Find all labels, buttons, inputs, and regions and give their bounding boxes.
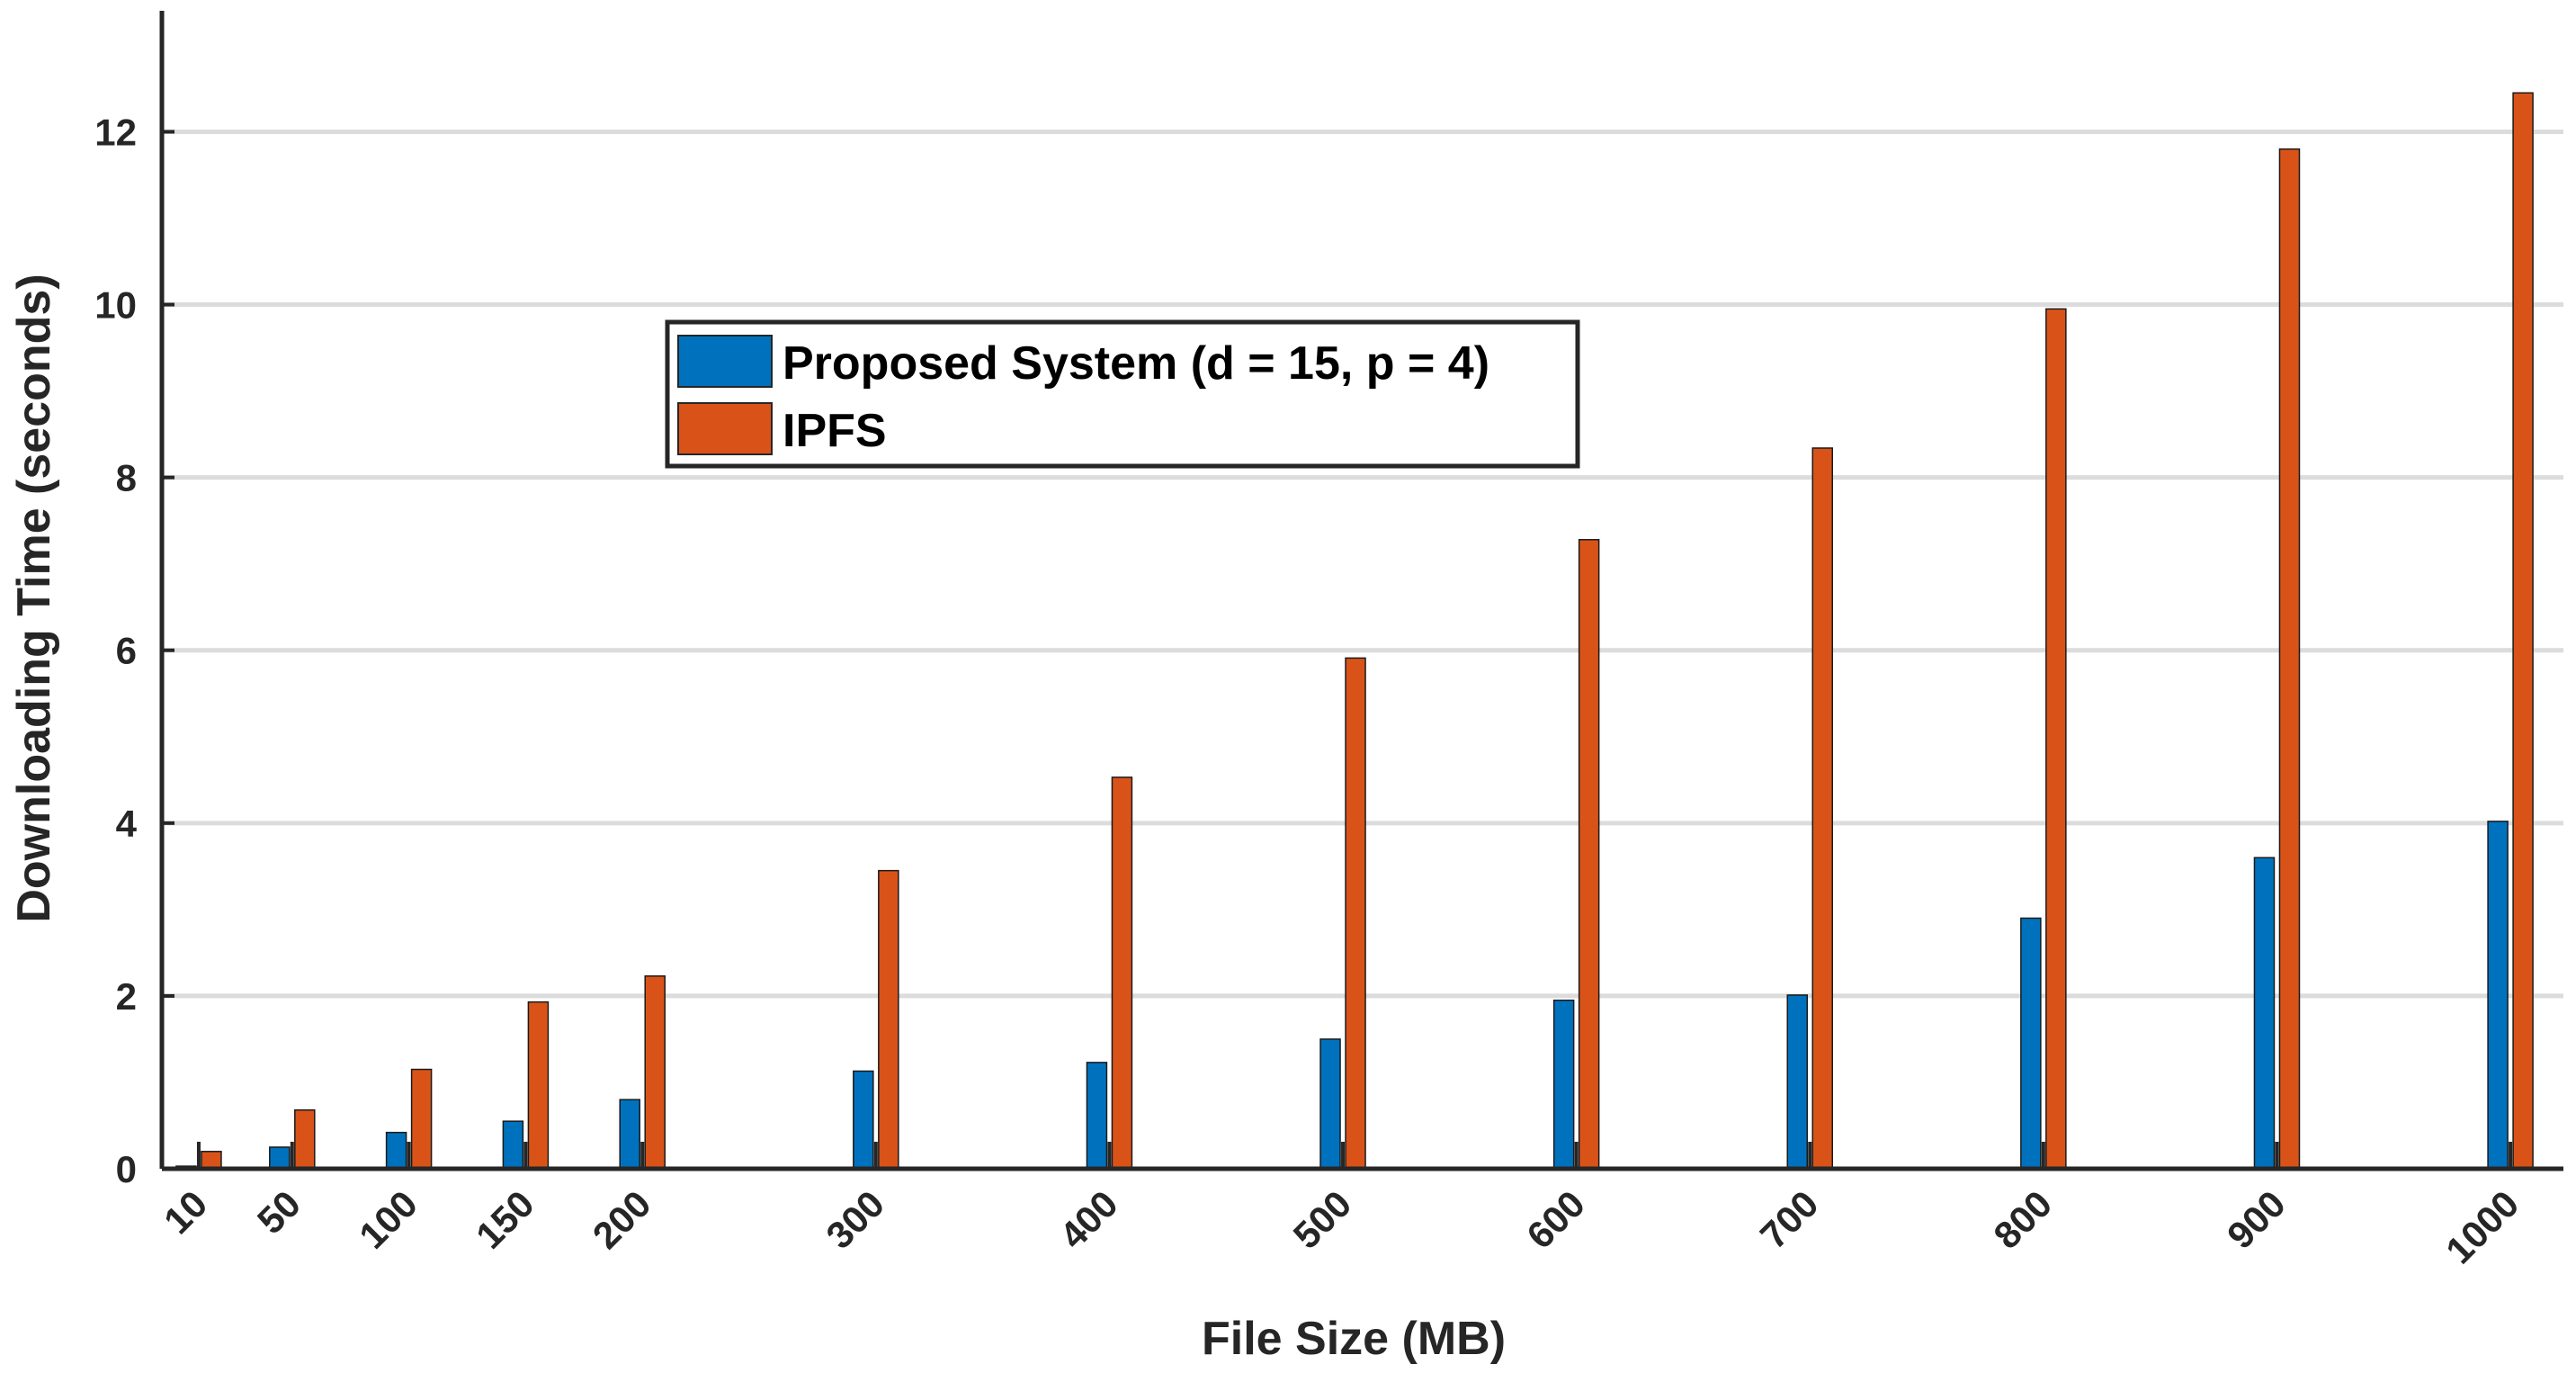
x-tick-label-900: 900 (2219, 1182, 2294, 1257)
bar-proposed-50 (269, 1146, 291, 1170)
y-tick-label-10: 10 (94, 284, 137, 327)
y-tick-label-12: 12 (94, 111, 137, 153)
y-tick-label-2: 2 (116, 975, 137, 1018)
bar-ipfs-200 (644, 975, 666, 1170)
bar-proposed-800 (2020, 917, 2042, 1170)
bar-proposed-400 (1086, 1062, 1108, 1170)
x-tick-label-300: 300 (818, 1182, 892, 1257)
bar-ipfs-100 (410, 1068, 433, 1170)
y-tick-label-8: 8 (116, 457, 137, 499)
bar-proposed-600 (1552, 999, 1575, 1170)
x-tick-label-10: 10 (156, 1182, 215, 1242)
bar-ipfs-700 (1811, 447, 1834, 1170)
legend-box (665, 319, 1580, 469)
y-axis-title: Downloading Time (seconds) (8, 274, 60, 922)
y-tick-label-6: 6 (116, 630, 137, 672)
grid-lines (162, 129, 2563, 999)
bar-proposed-100 (385, 1131, 407, 1170)
x-tick-label-500: 500 (1285, 1182, 1360, 1257)
x-axis-title: File Size (MB) (1202, 1313, 1506, 1365)
bar-ipfs-600 (1578, 539, 1600, 1170)
bar-ipfs-800 (2045, 308, 2067, 1170)
legend: Proposed System (d = 15, p = 4) IPFS (665, 319, 1580, 469)
bar-proposed-500 (1319, 1038, 1341, 1170)
legend-label-proposed: Proposed System (d = 15, p = 4) (783, 337, 1489, 390)
bar-proposed-900 (2253, 857, 2276, 1170)
x-tick-label-600: 600 (1518, 1182, 1593, 1257)
bars (175, 92, 2534, 1170)
x-tick-labels: 10 50 100 150 200 300 400 500 600 700 800 900 1000 (156, 1182, 2527, 1271)
bar-ipfs-50 (294, 1108, 316, 1170)
x-tick-label-700: 700 (1752, 1182, 1827, 1257)
y-tick-label-4: 4 (116, 803, 138, 845)
bar-proposed-150 (502, 1120, 524, 1170)
bar-ipfs-300 (878, 869, 899, 1170)
y-tick-labels: 0 2 4 6 8 10 12 (94, 111, 174, 1190)
bar-proposed-200 (619, 1099, 640, 1170)
legend-swatch-ipfs (677, 402, 773, 455)
bar-ipfs-150 (527, 1001, 550, 1170)
x-tick-label-50: 50 (249, 1182, 309, 1242)
x-tick-label-800: 800 (1985, 1182, 2060, 1257)
axes (159, 11, 2563, 1171)
bar-ipfs-1000 (2512, 92, 2534, 1170)
x-tick-label-400: 400 (1051, 1182, 1126, 1257)
legend-label-ipfs: IPFS (783, 405, 887, 457)
bar-ipfs-900 (2278, 148, 2301, 1170)
y-tick-label-0: 0 (116, 1148, 137, 1190)
bar-ipfs-500 (1345, 657, 1366, 1170)
legend-swatch-proposed (677, 335, 773, 388)
bar-ipfs-10 (201, 1151, 222, 1170)
bar-proposed-1000 (2487, 821, 2509, 1170)
bar-proposed-300 (853, 1070, 874, 1170)
x-tick-label-150: 150 (468, 1182, 542, 1257)
bar-ipfs-400 (1111, 776, 1133, 1170)
x-tick-label-200: 200 (585, 1182, 659, 1257)
bar-proposed-700 (1786, 994, 1809, 1170)
x-tick-label-1000: 1000 (2437, 1182, 2527, 1271)
x-tick-label-100: 100 (351, 1182, 425, 1257)
